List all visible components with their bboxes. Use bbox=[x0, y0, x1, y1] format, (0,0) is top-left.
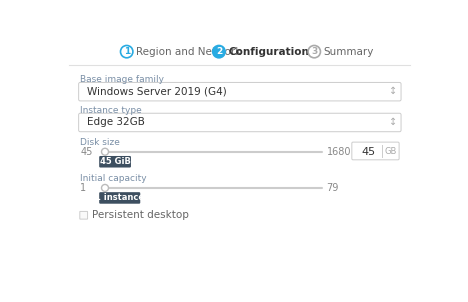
Circle shape bbox=[308, 46, 321, 58]
Circle shape bbox=[213, 46, 225, 58]
Text: Base image family: Base image family bbox=[80, 75, 164, 84]
Text: 2: 2 bbox=[216, 47, 222, 56]
Text: GB: GB bbox=[384, 147, 396, 156]
Text: Disk size: Disk size bbox=[80, 138, 120, 147]
FancyBboxPatch shape bbox=[352, 142, 399, 160]
Text: ↕: ↕ bbox=[389, 86, 397, 96]
Text: 1680: 1680 bbox=[327, 147, 351, 157]
Text: 45: 45 bbox=[361, 147, 375, 157]
Text: Initial capacity: Initial capacity bbox=[80, 174, 147, 183]
Text: ↕: ↕ bbox=[389, 117, 397, 127]
Circle shape bbox=[102, 148, 109, 155]
Text: 45 GiB: 45 GiB bbox=[100, 157, 131, 166]
FancyBboxPatch shape bbox=[99, 192, 140, 204]
FancyBboxPatch shape bbox=[79, 113, 401, 132]
Text: Persistent desktop: Persistent desktop bbox=[92, 210, 189, 220]
Text: 79: 79 bbox=[327, 183, 339, 193]
Text: 1: 1 bbox=[124, 47, 130, 56]
FancyBboxPatch shape bbox=[80, 211, 88, 219]
Text: Windows Server 2019 (G4): Windows Server 2019 (G4) bbox=[87, 87, 227, 97]
Text: 1 instance: 1 instance bbox=[95, 194, 144, 202]
FancyBboxPatch shape bbox=[99, 156, 131, 168]
Text: Region and Network: Region and Network bbox=[136, 47, 241, 57]
Text: Summary: Summary bbox=[323, 47, 374, 57]
Text: Instance type: Instance type bbox=[80, 105, 142, 114]
Text: 45: 45 bbox=[80, 147, 93, 157]
Text: Configuration: Configuration bbox=[228, 47, 309, 57]
FancyBboxPatch shape bbox=[79, 82, 401, 101]
Text: 3: 3 bbox=[311, 47, 317, 56]
Circle shape bbox=[120, 46, 133, 58]
Text: 1: 1 bbox=[80, 183, 86, 193]
Text: Edge 32GB: Edge 32GB bbox=[87, 117, 145, 127]
Circle shape bbox=[102, 185, 109, 191]
